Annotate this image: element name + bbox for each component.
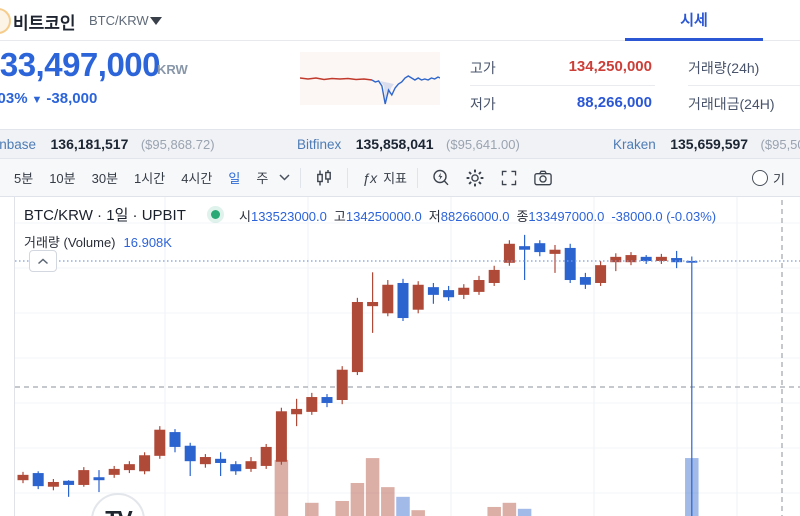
low-value: 88266000.0 <box>440 209 510 224</box>
stat-value24h-row: 거래대금(24H) <box>688 94 800 114</box>
change-amount: -38,000 <box>46 90 98 107</box>
candle-change: -38000.0 (-0.03%) <box>611 209 717 224</box>
stat-low-row: 저가 88,266,000 <box>470 94 652 114</box>
exchange-price-usd: ($95,501.30 <box>760 137 800 152</box>
chart-panel[interactable] <box>14 197 800 516</box>
radio-option-label: 기 <box>773 171 785 187</box>
toolbar-separator <box>417 167 419 188</box>
indicators-button[interactable]: 지표 <box>383 171 408 186</box>
market-status-dot-icon <box>211 210 220 219</box>
candlestick-chart[interactable] <box>15 197 800 516</box>
interval-more-chevron-icon[interactable] <box>274 168 294 188</box>
candlestick-style-icon[interactable] <box>314 168 334 188</box>
exchange-price-krw: 135,858,041 <box>355 136 434 152</box>
exchange-price-krw: 135,659,597 <box>670 136 749 152</box>
interval-group: 5분 10분 30분 1시간 4시간 일 주 ƒx 지표 <box>0 167 560 188</box>
sparkline-24h <box>300 52 440 105</box>
exchange-item: Coinbase 136,181,517 ($95,868.72) <box>0 130 215 158</box>
interval-1h[interactable]: 1시간 <box>134 171 166 186</box>
low-label: 저가 <box>470 96 496 112</box>
down-arrow-icon: ▼ <box>31 94 43 106</box>
exchange-price-usd: ($95,641.00) <box>446 137 520 152</box>
interval-30m[interactable]: 30분 <box>91 171 119 186</box>
high-label: 고 <box>333 209 346 224</box>
chart-toolbar: 5분 10분 30분 1시간 4시간 일 주 ƒx 지표 <box>0 159 800 197</box>
close-label: 종 <box>516 209 529 224</box>
stat-divider <box>470 85 655 86</box>
price-change-row: -0.03%▼-38,000 <box>0 90 97 107</box>
topbar: 비트코인 BTC/KRW 시세 <box>0 0 800 41</box>
topbar-divider <box>0 40 800 41</box>
ohlc-legend: 시133523000.0 고134250000.0 저88266000.0 종1334… <box>239 206 716 225</box>
fullscreen-icon[interactable] <box>499 168 519 188</box>
exchange-compare-bar: Coinbase 136,181,517 ($95,868.72) Bitfin… <box>0 129 800 159</box>
toolbar-separator <box>347 167 349 188</box>
pair-dropdown-icon[interactable] <box>150 17 162 25</box>
exchange-item: Bitfinex 135,858,041 ($95,641.00) <box>297 130 520 158</box>
currency-unit: KRW <box>157 62 188 77</box>
coin-pair: BTC/KRW <box>89 13 149 28</box>
volume-label: 거래량 (Volume) <box>24 235 116 250</box>
stat-volume24h-row: 거래량(24h) <box>688 58 800 78</box>
volume-value: 16.908K <box>123 235 172 250</box>
exchange-item: Kraken 135,659,597 ($95,501.30 <box>613 130 800 158</box>
open-label: 시 <box>239 209 251 224</box>
flash-search-icon[interactable] <box>431 168 451 188</box>
chart-symbol-title[interactable]: BTC/KRW · 1일 · UPBIT <box>24 207 186 224</box>
exchange-price-krw: 136,181,517 <box>50 136 129 152</box>
value24h-label: 거래대금(24H) <box>688 96 775 112</box>
interval-1d[interactable]: 일 <box>228 171 241 186</box>
radio-button-icon[interactable] <box>752 170 768 186</box>
bitcoin-logo-icon <box>0 8 11 34</box>
current-price: 133,497,000 <box>0 46 161 83</box>
toolbar-separator <box>300 167 302 188</box>
low-value: 88,266,000 <box>576 94 652 111</box>
stat-high-row: 고가 134,250,000 <box>470 58 652 78</box>
exchange-name-bitfinex[interactable]: Bitfinex <box>297 137 342 152</box>
interval-4h[interactable]: 4시간 <box>181 171 213 186</box>
low-label: 저 <box>428 209 441 224</box>
legend-collapse-button[interactable] <box>29 250 57 272</box>
open-value: 133523000.0 <box>250 209 327 224</box>
interval-10m[interactable]: 10분 <box>49 171 76 186</box>
high-label: 고가 <box>470 60 496 76</box>
interval-1w[interactable]: 주 <box>256 171 269 186</box>
chart-type-option: 기 <box>752 159 785 197</box>
close-value: 133497000.0 <box>528 209 605 224</box>
function-icon[interactable]: ƒx <box>362 169 378 186</box>
change-percent: -0.03% <box>0 90 28 107</box>
interval-5m[interactable]: 5분 <box>14 171 34 186</box>
high-value: 134,250,000 <box>568 58 652 75</box>
exchange-price-usd: ($95,868.72) <box>140 137 215 152</box>
tab-active-underline <box>625 38 763 41</box>
camera-snapshot-icon[interactable] <box>533 168 553 188</box>
stat-divider <box>688 85 800 86</box>
settings-gear-icon[interactable] <box>465 168 485 188</box>
high-value: 134250000.0 <box>345 209 422 224</box>
exchange-name-coinbase[interactable]: Coinbase <box>0 137 37 152</box>
volume24h-label: 거래량(24h) <box>688 60 760 76</box>
volume-legend: 거래량 (Volume) 16.908K <box>24 232 172 251</box>
exchange-name-kraken[interactable]: Kraken <box>613 137 656 152</box>
tab-market-price[interactable]: 시세 <box>680 12 708 29</box>
coin-name: 비트코인 <box>13 14 76 33</box>
